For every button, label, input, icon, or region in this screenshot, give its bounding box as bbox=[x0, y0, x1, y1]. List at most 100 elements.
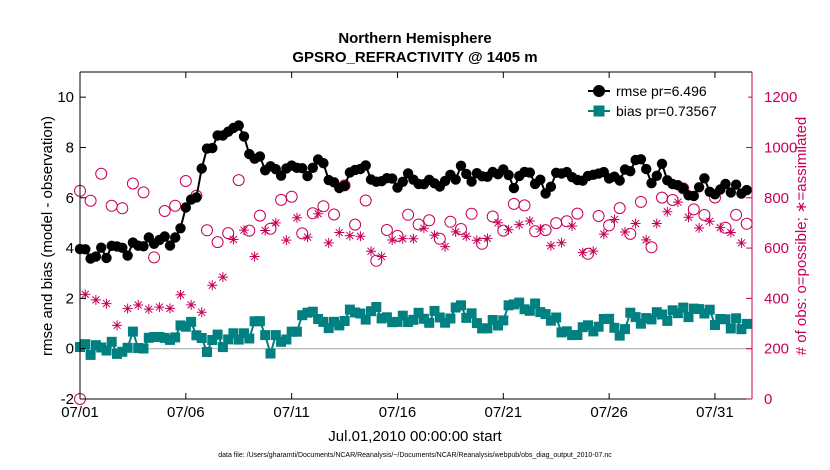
possible-obs-point bbox=[201, 224, 213, 237]
bias-point bbox=[620, 324, 630, 335]
bias-point bbox=[699, 308, 710, 319]
assimilated-obs-point bbox=[249, 251, 260, 262]
possible-obs-point bbox=[359, 194, 372, 207]
assimilated-obs-point bbox=[101, 298, 112, 309]
bias-point bbox=[471, 318, 482, 329]
bias-point bbox=[461, 312, 472, 323]
bias-point bbox=[466, 308, 477, 319]
rmse-point bbox=[466, 176, 477, 187]
bias-point bbox=[85, 349, 96, 360]
bias-point bbox=[106, 336, 117, 347]
bias-point bbox=[196, 333, 207, 343]
bias-point bbox=[535, 307, 546, 318]
y-left-tick-label: 8 bbox=[66, 139, 74, 156]
assimilated-obs-point bbox=[694, 222, 705, 233]
bias-point bbox=[710, 320, 720, 330]
assimilated-obs-point bbox=[112, 320, 123, 331]
possible-obs-point bbox=[158, 205, 171, 217]
bias-point bbox=[387, 317, 398, 328]
y-left-tick-label: 6 bbox=[66, 190, 74, 207]
rmse-point bbox=[545, 181, 557, 192]
assimilated-obs-point bbox=[90, 294, 101, 305]
rmse-point bbox=[207, 142, 218, 154]
possible-obs-point bbox=[328, 208, 340, 221]
bias-point bbox=[487, 315, 498, 325]
possible-obs-point bbox=[592, 210, 605, 222]
bias-point bbox=[683, 312, 694, 323]
bias-point bbox=[604, 313, 615, 324]
possible-obs-point bbox=[275, 193, 288, 206]
bias-point bbox=[545, 315, 556, 326]
assimilated-obs-point bbox=[556, 237, 567, 248]
possible-obs-point bbox=[95, 167, 108, 180]
bias-point bbox=[180, 321, 191, 332]
bias-point bbox=[630, 312, 641, 323]
assimilated-obs-point bbox=[260, 225, 271, 236]
possible-obs-point bbox=[687, 203, 700, 216]
bias-point bbox=[482, 323, 493, 334]
bias-point bbox=[572, 330, 583, 340]
assimilated-obs-point bbox=[270, 217, 281, 228]
bias-point bbox=[741, 318, 752, 329]
bias-point bbox=[688, 303, 699, 314]
assimilated-obs-point bbox=[630, 218, 641, 229]
rmse-point bbox=[233, 120, 244, 131]
assimilated-obs-point bbox=[620, 227, 631, 238]
rmse-point bbox=[625, 166, 636, 177]
bias-point bbox=[286, 326, 297, 337]
bias-point bbox=[614, 330, 625, 341]
bias-point bbox=[127, 326, 138, 337]
assimilated-obs-point bbox=[302, 232, 313, 243]
assimilated-obs-point bbox=[175, 289, 186, 300]
rmse-point bbox=[641, 163, 652, 175]
possible-obs-point bbox=[317, 200, 330, 213]
bias-point bbox=[112, 348, 122, 359]
bias-point bbox=[217, 342, 228, 353]
assimilated-obs-point bbox=[366, 246, 377, 257]
x-tick-label: 07/11 bbox=[273, 404, 309, 421]
rmse-point bbox=[275, 170, 287, 181]
rmse-point bbox=[693, 182, 705, 193]
bias-point bbox=[635, 318, 646, 329]
assimilated-obs-point bbox=[535, 224, 546, 235]
bias-point bbox=[720, 314, 731, 325]
rmse-point bbox=[535, 174, 546, 185]
legend-bias-label: bias pr=0.73567 bbox=[616, 103, 717, 119]
bias-point bbox=[667, 305, 678, 316]
bias-point bbox=[133, 343, 144, 353]
assimilated-obs-point bbox=[482, 233, 493, 244]
rmse-point bbox=[730, 179, 742, 190]
y-left-tick-label: -2 bbox=[61, 391, 74, 408]
y-right-tick-label: 800 bbox=[764, 190, 789, 207]
bias-point bbox=[524, 305, 535, 316]
rmse-point bbox=[387, 173, 398, 184]
assimilated-obs-point bbox=[461, 231, 472, 242]
assimilated-obs-point bbox=[323, 237, 334, 248]
bias-point bbox=[101, 345, 112, 356]
rmse-point bbox=[164, 240, 176, 251]
bias-point bbox=[381, 312, 392, 323]
x-tick-label: 07/26 bbox=[590, 404, 628, 421]
assimilated-obs-point bbox=[545, 240, 556, 251]
bias-point bbox=[339, 316, 350, 326]
possible-obs-point bbox=[423, 214, 436, 227]
y-right-tick-label: 1200 bbox=[764, 89, 797, 106]
bias-point bbox=[493, 320, 503, 331]
assimilated-obs-point bbox=[207, 280, 218, 291]
assimilated-obs-point bbox=[736, 237, 747, 248]
bias-point bbox=[334, 320, 345, 331]
bias-point bbox=[154, 332, 165, 342]
bias-point bbox=[551, 312, 562, 323]
rmse-point bbox=[101, 252, 112, 264]
possible-obs-point bbox=[698, 209, 711, 221]
bias-point bbox=[254, 316, 265, 327]
y-left-tick-label: 4 bbox=[66, 240, 74, 257]
bias-point bbox=[360, 314, 371, 325]
bias-point bbox=[583, 320, 593, 331]
bias-point bbox=[641, 313, 652, 324]
possible-obs-point bbox=[148, 251, 161, 264]
bias-point bbox=[519, 304, 530, 315]
assimilated-obs-point bbox=[524, 215, 535, 226]
bias-point bbox=[159, 332, 170, 343]
